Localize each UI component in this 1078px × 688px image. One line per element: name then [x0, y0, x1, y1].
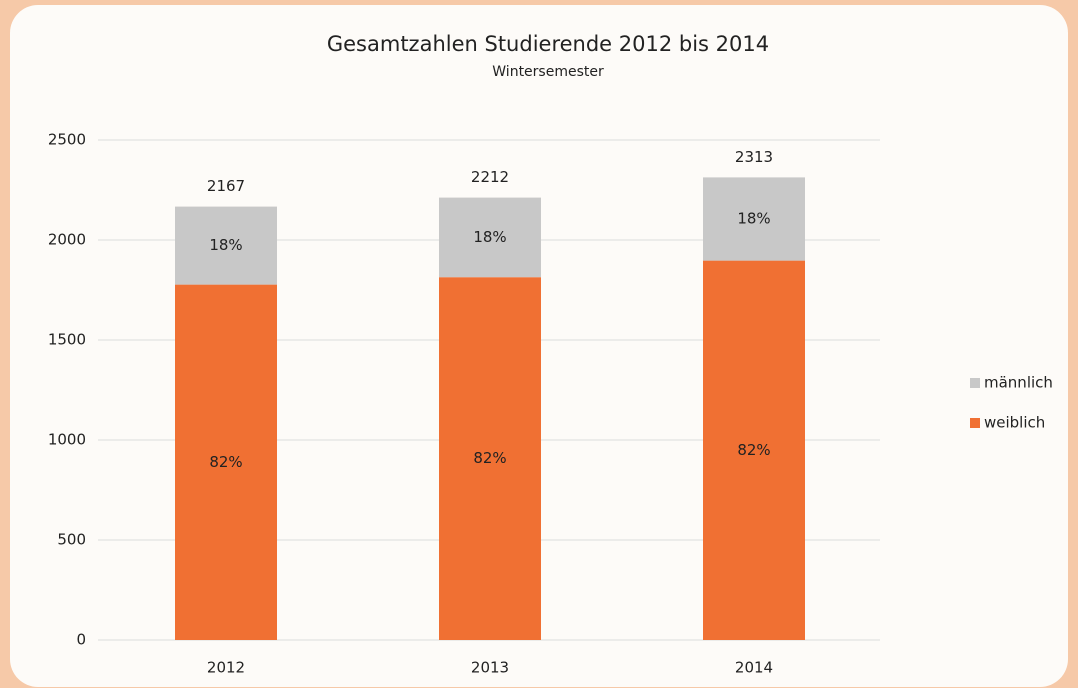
legend-swatch	[970, 378, 980, 388]
x-tick-label: 2014	[735, 659, 773, 677]
bar-segment	[175, 206, 277, 285]
x-tick-label: 2012	[207, 659, 245, 677]
y-tick-label: 1000	[48, 431, 86, 449]
y-tick-label: 500	[57, 531, 86, 549]
bar-segment	[439, 277, 541, 640]
segment-label: 82%	[737, 441, 770, 459]
y-tick-label: 2500	[48, 131, 86, 149]
total-label: 2212	[471, 168, 509, 186]
legend-label: männlich	[984, 374, 1053, 392]
segment-label: 18%	[473, 228, 506, 246]
segment-label: 18%	[209, 236, 242, 254]
legend-swatch	[970, 418, 980, 428]
bar-segment	[703, 177, 805, 261]
chart-title: Gesamtzahlen Studierende 2012 bis 2014	[327, 32, 769, 56]
legend-label: weiblich	[984, 414, 1045, 432]
x-tick-label: 2013	[471, 659, 509, 677]
segment-label: 82%	[209, 453, 242, 471]
y-tick-label: 0	[76, 631, 86, 649]
bar-segment	[175, 284, 277, 640]
bar-segment	[703, 260, 805, 640]
segment-label: 18%	[737, 210, 770, 228]
y-tick-label: 1500	[48, 331, 86, 349]
total-label: 2167	[207, 177, 245, 195]
y-tick-label: 2000	[48, 231, 86, 249]
total-label: 2313	[735, 148, 773, 166]
segment-label: 82%	[473, 449, 506, 467]
chart-subtitle: Wintersemester	[492, 64, 604, 80]
bar-segment	[439, 197, 541, 278]
